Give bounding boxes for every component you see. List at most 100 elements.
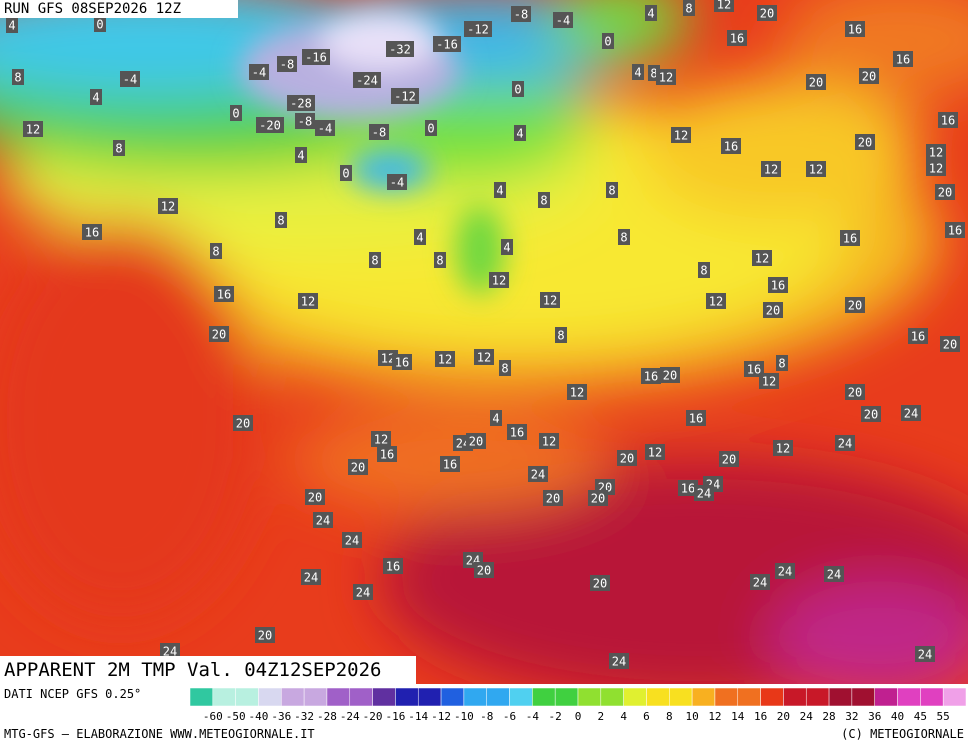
- map-label: 4: [516, 127, 523, 141]
- map-label: 24: [778, 565, 792, 579]
- label-box: [940, 336, 960, 352]
- label-box: [757, 5, 777, 21]
- map-label: -12: [467, 23, 489, 37]
- colorbar-tick-label: -24: [340, 710, 360, 723]
- label-box: [12, 69, 24, 85]
- map-label: 20: [620, 452, 634, 466]
- label-box: [377, 446, 397, 462]
- label-box: [845, 297, 865, 313]
- label-box: [539, 433, 559, 449]
- colorbar-cell: [486, 687, 510, 707]
- label-box: [660, 367, 680, 383]
- map-label: 12: [755, 252, 769, 266]
- label-box: [383, 558, 403, 574]
- label-box: [645, 5, 657, 21]
- label-box: [632, 64, 644, 80]
- map-label: 12: [301, 295, 315, 309]
- map-label: 4: [503, 241, 510, 255]
- map-label: 4: [297, 149, 304, 163]
- map-label: 20: [236, 417, 250, 431]
- colorbar-cell: [235, 687, 259, 707]
- map-label: 8: [436, 254, 443, 268]
- map-label: 20: [212, 328, 226, 342]
- label-box: [209, 326, 229, 342]
- map-label: 16: [85, 226, 99, 240]
- map-label: -32: [389, 43, 411, 57]
- credit: MTG-GFS — ELABORAZIONE WWW.METEOGIORNALE…: [4, 727, 315, 741]
- label-box: [249, 64, 269, 80]
- label-box: [256, 117, 284, 133]
- map-label: 16: [896, 53, 910, 67]
- colorbar-cell: [509, 687, 533, 707]
- label-box: [494, 182, 506, 198]
- map-label: 20: [546, 492, 560, 506]
- colorbar-tick-label: -32: [294, 710, 314, 723]
- label-box: [845, 21, 865, 37]
- map-label: 20: [858, 136, 872, 150]
- label-box: [901, 405, 921, 421]
- map-label: 12: [381, 352, 395, 366]
- label-box: [776, 355, 788, 371]
- map-label: 8: [778, 357, 785, 371]
- label-box: [671, 127, 691, 143]
- colorbar-tick-label: 10: [685, 710, 698, 723]
- label-box: [233, 415, 253, 431]
- map-label: 16: [730, 32, 744, 46]
- label-box: [392, 354, 412, 370]
- colorbar-cell: [942, 687, 967, 707]
- label-box: [761, 161, 781, 177]
- label-box: [369, 252, 381, 268]
- label-box: [588, 490, 608, 506]
- label-box: [855, 134, 875, 150]
- label-box: [555, 327, 567, 343]
- colorbar-cell: [760, 687, 784, 707]
- map-label: 8: [14, 71, 21, 85]
- map-label: -8: [372, 126, 386, 140]
- colorbar-cell: [532, 687, 556, 707]
- label-box: [617, 450, 637, 466]
- label-box: [113, 140, 125, 156]
- map-label: 12: [809, 163, 823, 177]
- map-label: -4: [318, 122, 332, 136]
- label-box: [490, 410, 502, 426]
- label-box: [698, 262, 710, 278]
- colorbar-tick-label: 12: [708, 710, 721, 723]
- colorbar-tick-label: 4: [620, 710, 627, 723]
- label-box: [371, 431, 391, 447]
- colorbar-tick-label: 20: [777, 710, 790, 723]
- map-label: 20: [663, 369, 677, 383]
- colorbar-cell: [874, 687, 898, 707]
- colorbar: -60 -50 -40 -36 -32 -28 -24 -20 -16 -14 -12 -10 -8 -6…: [189, 687, 967, 723]
- label-box: [82, 224, 102, 240]
- colorbar-tick-label: -14: [408, 710, 428, 723]
- map-label: 4: [647, 7, 654, 21]
- colorbar-cell: [440, 687, 465, 707]
- colorbar-cell: [395, 687, 419, 707]
- colorbar-tick-label: 0: [575, 710, 582, 723]
- label-box: [499, 360, 511, 376]
- map-label: 24: [827, 568, 841, 582]
- colorbar-cell: [463, 687, 487, 707]
- colorbar-cell: [600, 687, 624, 707]
- colorbar-cell: [714, 687, 739, 707]
- label-box: [618, 229, 630, 245]
- label-box: [301, 569, 321, 585]
- map-label: 12: [161, 200, 175, 214]
- map-label: 16: [443, 458, 457, 472]
- map-label: 16: [689, 412, 703, 426]
- colorbar-tick-label: 14: [731, 710, 745, 723]
- map-label: 20: [848, 386, 862, 400]
- map-label: 12: [717, 0, 731, 12]
- label-box: [315, 120, 335, 136]
- label-box: [775, 563, 795, 579]
- colorbar-tick-label: -36: [271, 710, 291, 723]
- label-box: [255, 627, 275, 643]
- map-label: 20: [722, 453, 736, 467]
- map-label: 16: [724, 140, 738, 154]
- colorbar-cell: [783, 687, 807, 707]
- label-box: [313, 512, 333, 528]
- label-box: [590, 575, 610, 591]
- label-box: [686, 410, 706, 426]
- map-label: 24: [345, 534, 359, 548]
- colorbar-cell: [737, 687, 761, 707]
